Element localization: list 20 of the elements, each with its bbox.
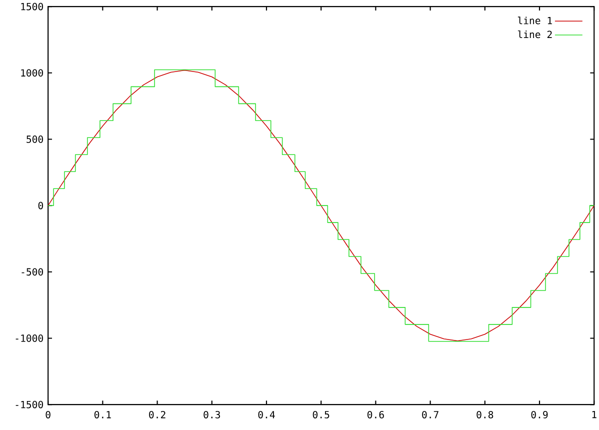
- x-tick-label: 0.8: [476, 410, 494, 418]
- x-tick-label: 0.5: [312, 410, 330, 418]
- legend-label: line 1: [518, 16, 552, 24]
- y-tick-label: 1000: [21, 69, 43, 76]
- y-tick-label: -500: [22, 268, 43, 276]
- x-tick-label: 0: [46, 410, 50, 418]
- x-tick-label: 0.7: [422, 410, 438, 418]
- x-tick-label: 1: [592, 410, 596, 418]
- y-tick-label: 500: [26, 135, 43, 143]
- x-tick-label: 0.2: [149, 410, 166, 418]
- x-tick-label: 0.6: [367, 410, 384, 418]
- x-tick-label: 0.1: [94, 410, 111, 418]
- y-tick-label: -1000: [16, 334, 43, 342]
- x-tick-label: 0.4: [258, 410, 275, 418]
- y-tick-label: 1500: [21, 2, 43, 10]
- y-tick-label: 0: [38, 202, 43, 210]
- legend-label: line 2: [518, 30, 552, 38]
- y-tick-label: -1500: [16, 400, 43, 408]
- x-tick-label: 0.9: [531, 410, 548, 418]
- x-tick-label: 0.3: [204, 410, 220, 418]
